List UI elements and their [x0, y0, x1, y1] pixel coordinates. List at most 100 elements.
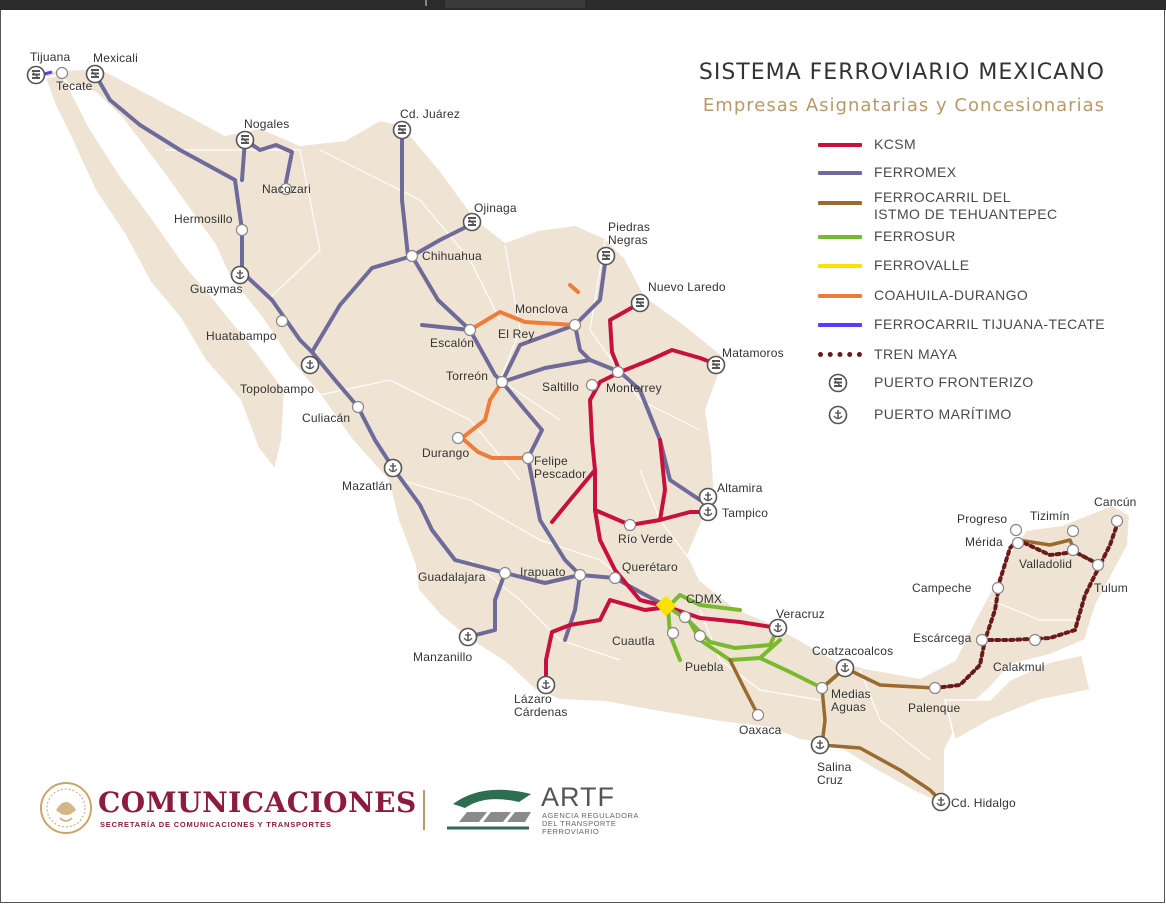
city-label-line: Lázaro — [514, 692, 552, 706]
legend-label: FERROMEX — [874, 164, 957, 180]
city-label-line: Negras — [608, 233, 648, 247]
city-label: Culiacán — [302, 411, 350, 425]
city-label: Piedras Negras — [608, 220, 650, 247]
legend-swatch — [818, 201, 862, 205]
city-label: Puebla — [685, 660, 724, 674]
legend-swatch-dotted — [818, 352, 862, 357]
legend-label: FERROVALLE — [874, 257, 970, 273]
agency-name: COMUNICACIONES — [98, 786, 417, 819]
tren-maya-line — [933, 520, 1120, 690]
city-label: Escárcega — [913, 631, 972, 645]
city-label: Veracruz — [776, 607, 825, 621]
city-label: Progreso — [957, 512, 1007, 526]
city-label: Salina Cruz — [817, 760, 852, 787]
eagle-seal-icon — [40, 782, 92, 834]
city-label: Oaxaca — [739, 723, 782, 737]
city-label: Tecate — [56, 79, 93, 93]
ferrovalle-line — [655, 595, 677, 617]
city-label: Medias Aguas — [831, 687, 871, 714]
city-label: Tijuana — [30, 50, 70, 64]
city-label: Mexicali — [93, 51, 138, 65]
city-label: Tizimín — [1030, 509, 1070, 523]
city-label: Manzanillo — [413, 650, 472, 664]
legend-label: KCSM — [874, 136, 917, 152]
regulator-subtitle: AGENCIA REGULADORA DEL TRANSPORTE FERROV… — [542, 811, 639, 836]
sea-port-icon — [828, 405, 848, 425]
city-label: Torreón — [446, 369, 488, 383]
city-label: Hermosillo — [174, 212, 233, 226]
regulator-name: ARTF — [541, 782, 616, 812]
city-label: Cancún — [1094, 495, 1137, 509]
city-label: Nacozari — [262, 182, 311, 196]
city-label: Guadalajara — [418, 570, 486, 584]
city-label: Lázaro Cárdenas — [514, 692, 568, 719]
city-nodes — [55, 66, 1124, 722]
legend-label: PUERTO FRONTERIZO — [874, 374, 1034, 390]
city-label: Cd. Juárez — [400, 107, 460, 121]
map-frame — [0, 10, 1165, 903]
city-label: Río Verde — [618, 532, 673, 546]
agency-subtitle: SECRETARÍA DE COMUNICACIONES Y TRANSPORT… — [100, 820, 332, 829]
legend-swatch — [818, 294, 862, 298]
legend-swatch — [818, 323, 862, 327]
map-title: SISTEMA FERROVIARIO MEXICANO — [698, 60, 1105, 85]
city-label: Campeche — [912, 581, 972, 595]
city-label: Cd. Hidalgo — [951, 796, 1016, 810]
city-label: Chihuahua — [422, 249, 482, 263]
city-label: Valladolid — [1019, 557, 1072, 571]
tab-tick — [425, 0, 427, 6]
city-label: Coatzacoalcos — [812, 644, 893, 658]
city-label: Irapuato — [520, 565, 566, 579]
legend-swatch — [818, 143, 862, 147]
city-label-line: Cruz — [817, 773, 843, 787]
city-label: Palenque — [908, 701, 960, 715]
city-label: Mérida — [965, 535, 1003, 549]
legend-swatch — [818, 171, 862, 175]
border-port-icon — [828, 373, 848, 393]
city-label: Matamoros — [722, 346, 784, 360]
city-label: Monterrey — [606, 381, 662, 395]
city-label: Querétaro — [622, 560, 678, 574]
city-label: Tampico — [722, 506, 768, 520]
artf-logo-icon — [447, 789, 531, 830]
city-label: Cuautla — [612, 634, 655, 648]
legend-swatch — [818, 264, 862, 268]
legend-label: PUERTO MARÍTIMO — [874, 406, 1012, 422]
city-label: Tulum — [1094, 581, 1128, 595]
city-label: Topolobampo — [240, 382, 314, 396]
city-label: Felipe Pescador — [534, 454, 586, 481]
footer-branding: COMUNICACIONES SECRETARÍA DE COMUNICACIO… — [38, 778, 638, 840]
city-label: Altamira — [717, 481, 763, 495]
land-mass — [27, 66, 1132, 807]
city-label-line: Felipe — [534, 454, 568, 468]
legend-label: TREN MAYA — [874, 346, 958, 362]
city-label: Saltillo — [542, 380, 579, 394]
city-label-line: Cárdenas — [514, 705, 568, 719]
city-label: Escalón — [430, 336, 474, 350]
city-label: Guaymas — [190, 282, 243, 296]
branding-divider — [423, 790, 425, 830]
city-label-line: Aguas — [831, 700, 866, 714]
city-labels: Tijuana Tecate Mexicali Nogales Nacozari… — [30, 50, 1137, 810]
legend-swatch — [818, 235, 862, 239]
city-label: Ojinaga — [474, 201, 517, 215]
browser-tab[interactable] — [445, 0, 585, 8]
city-label: Calakmul — [993, 660, 1045, 674]
legend-label: FERROCARRIL TIJUANA-TECATE — [874, 316, 1106, 332]
city-label: Nogales — [244, 117, 289, 131]
map-subtitle: Empresas Asignatarias y Concesionarias — [702, 95, 1105, 116]
state-borders — [165, 149, 1080, 761]
city-label-line: Medias — [831, 687, 871, 701]
city-label-line: Piedras — [608, 220, 650, 234]
city-label: Nuevo Laredo — [648, 280, 726, 294]
city-label: Monclova — [515, 302, 568, 316]
city-label: Huatabampo — [206, 329, 277, 343]
city-label-line: Pescador — [534, 467, 586, 481]
city-label: Durango — [422, 446, 470, 460]
city-label: El Rey — [498, 327, 535, 341]
city-label-line: Salina — [817, 760, 852, 774]
legend-label: COAHUILA-DURANGO — [874, 287, 1029, 303]
window-top-bar — [0, 0, 1166, 10]
legend-label: FERROCARRIL DEL ISTMO DE TEHUANTEPEC — [874, 189, 1058, 222]
